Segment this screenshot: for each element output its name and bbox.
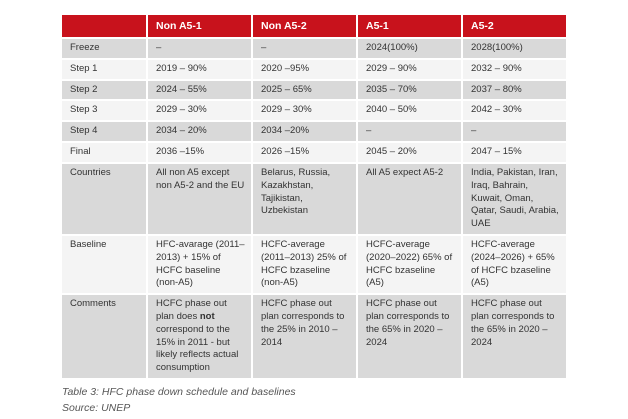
data-cell: 2035 – 70%: [358, 80, 461, 100]
table-row-baseline: Baseline HFC-avarage (2011–2013) + 15% o…: [62, 235, 566, 294]
table-row-comments: Comments HCFC phase out plan does not co…: [62, 295, 566, 379]
data-cell: 2042 – 30%: [463, 101, 566, 121]
data-cell: All non A5 except non A5-2 and the EU: [148, 163, 251, 234]
data-cell: India, Pakistan, Iran, Iraq, Bahrain, Ku…: [463, 163, 566, 234]
row-label: Countries: [62, 163, 146, 234]
data-cell: 2037 – 80%: [463, 80, 566, 100]
table-row-step-3: Step 3 2029 – 30% 2029 – 30% 2040 – 50% …: [62, 101, 566, 121]
table-row-final: Final 2036 –15% 2026 –15% 2045 – 20% 204…: [62, 143, 566, 162]
data-cell: 2020 –95%: [253, 59, 356, 79]
table-row-countries: Countries All non A5 except non A5-2 and…: [62, 163, 566, 234]
table-row-step-1: Step 1 2019 – 90% 2020 –95% 2029 – 90% 2…: [62, 59, 566, 79]
row-label: Final: [62, 143, 146, 162]
header-row: Non A5-1 Non A5-2 A5-1 A5-2: [62, 15, 566, 37]
data-cell: 2034 – 20%: [148, 122, 251, 142]
data-cell: Belarus, Russia, Kazakhstan, Tajikistan,…: [253, 163, 356, 234]
table-row-step-4: Step 4 2034 – 20% 2034 –20% – –: [62, 122, 566, 142]
header-cell-empty: [62, 15, 146, 37]
row-label: Step 1: [62, 59, 146, 79]
table-row-freeze: Freeze – – 2024(100%) 2028(100%): [62, 39, 566, 58]
comment-text-bold: not: [199, 311, 215, 322]
table-caption: Table 3: HFC phase down schedule and bas…: [62, 386, 296, 399]
data-cell: 2047 – 15%: [463, 143, 566, 162]
data-cell: 2029 – 90%: [358, 59, 461, 79]
data-cell: 2036 –15%: [148, 143, 251, 162]
row-label: Step 4: [62, 122, 146, 142]
data-cell: 2019 – 90%: [148, 59, 251, 79]
data-cell: 2026 –15%: [253, 143, 356, 162]
row-label: Freeze: [62, 39, 146, 58]
data-cell: –: [463, 122, 566, 142]
header-cell-non-a5-1: Non A5-1: [148, 15, 251, 37]
header-cell-a5-1: A5-1: [358, 15, 461, 37]
data-cell: 2024 – 55%: [148, 80, 251, 100]
data-cell: 2045 – 20%: [358, 143, 461, 162]
data-cell: HCFC-average (2020–2022) 65% of HCFC bza…: [358, 235, 461, 294]
data-cell: –: [253, 39, 356, 58]
data-cell: 2028(100%): [463, 39, 566, 58]
data-cell: HCFC-average (2011–2013) 25% of HCFC bza…: [253, 235, 356, 294]
row-label: Baseline: [62, 235, 146, 294]
header-cell-a5-2: A5-2: [463, 15, 566, 37]
header-cell-non-a5-2: Non A5-2: [253, 15, 356, 37]
hfc-phase-down-table: Non A5-1 Non A5-2 A5-1 A5-2 Freeze – – 2…: [60, 13, 568, 380]
caption-block: Table 3: HFC phase down schedule and bas…: [62, 385, 628, 417]
data-cell: 2024(100%): [358, 39, 461, 58]
data-cell: –: [148, 39, 251, 58]
data-cell: HCFC phase out plan corresponds to the 6…: [358, 295, 461, 379]
data-cell: 2040 – 50%: [358, 101, 461, 121]
comment-text-pre: HCFC phase out plan does: [156, 298, 227, 322]
data-cell: HCFC phase out plan corresponds to the 2…: [253, 295, 356, 379]
data-cell: 2029 – 30%: [148, 101, 251, 121]
source-caption: Source: UNEP: [62, 401, 131, 414]
data-cell: –: [358, 122, 461, 142]
data-cell: All A5 expect A5-2: [358, 163, 461, 234]
data-cell: 2032 – 90%: [463, 59, 566, 79]
data-cell: HFC-avarage (2011–2013) + 15% of HCFC ba…: [148, 235, 251, 294]
data-cell: 2034 –20%: [253, 122, 356, 142]
row-label: Step 2: [62, 80, 146, 100]
data-cell: 2029 – 30%: [253, 101, 356, 121]
data-cell: 2025 – 65%: [253, 80, 356, 100]
table-row-step-2: Step 2 2024 – 55% 2025 – 65% 2035 – 70% …: [62, 80, 566, 100]
row-label: Comments: [62, 295, 146, 379]
row-label: Step 3: [62, 101, 146, 121]
data-cell: HCFC-average (2024–2026) + 65% of HCFC b…: [463, 235, 566, 294]
data-cell: HCFC phase out plan does not correspond …: [148, 295, 251, 379]
data-cell: HCFC phase out plan corresponds to the 6…: [463, 295, 566, 379]
comment-text-post: correspond to the 15% in 2011 - but like…: [156, 323, 239, 374]
